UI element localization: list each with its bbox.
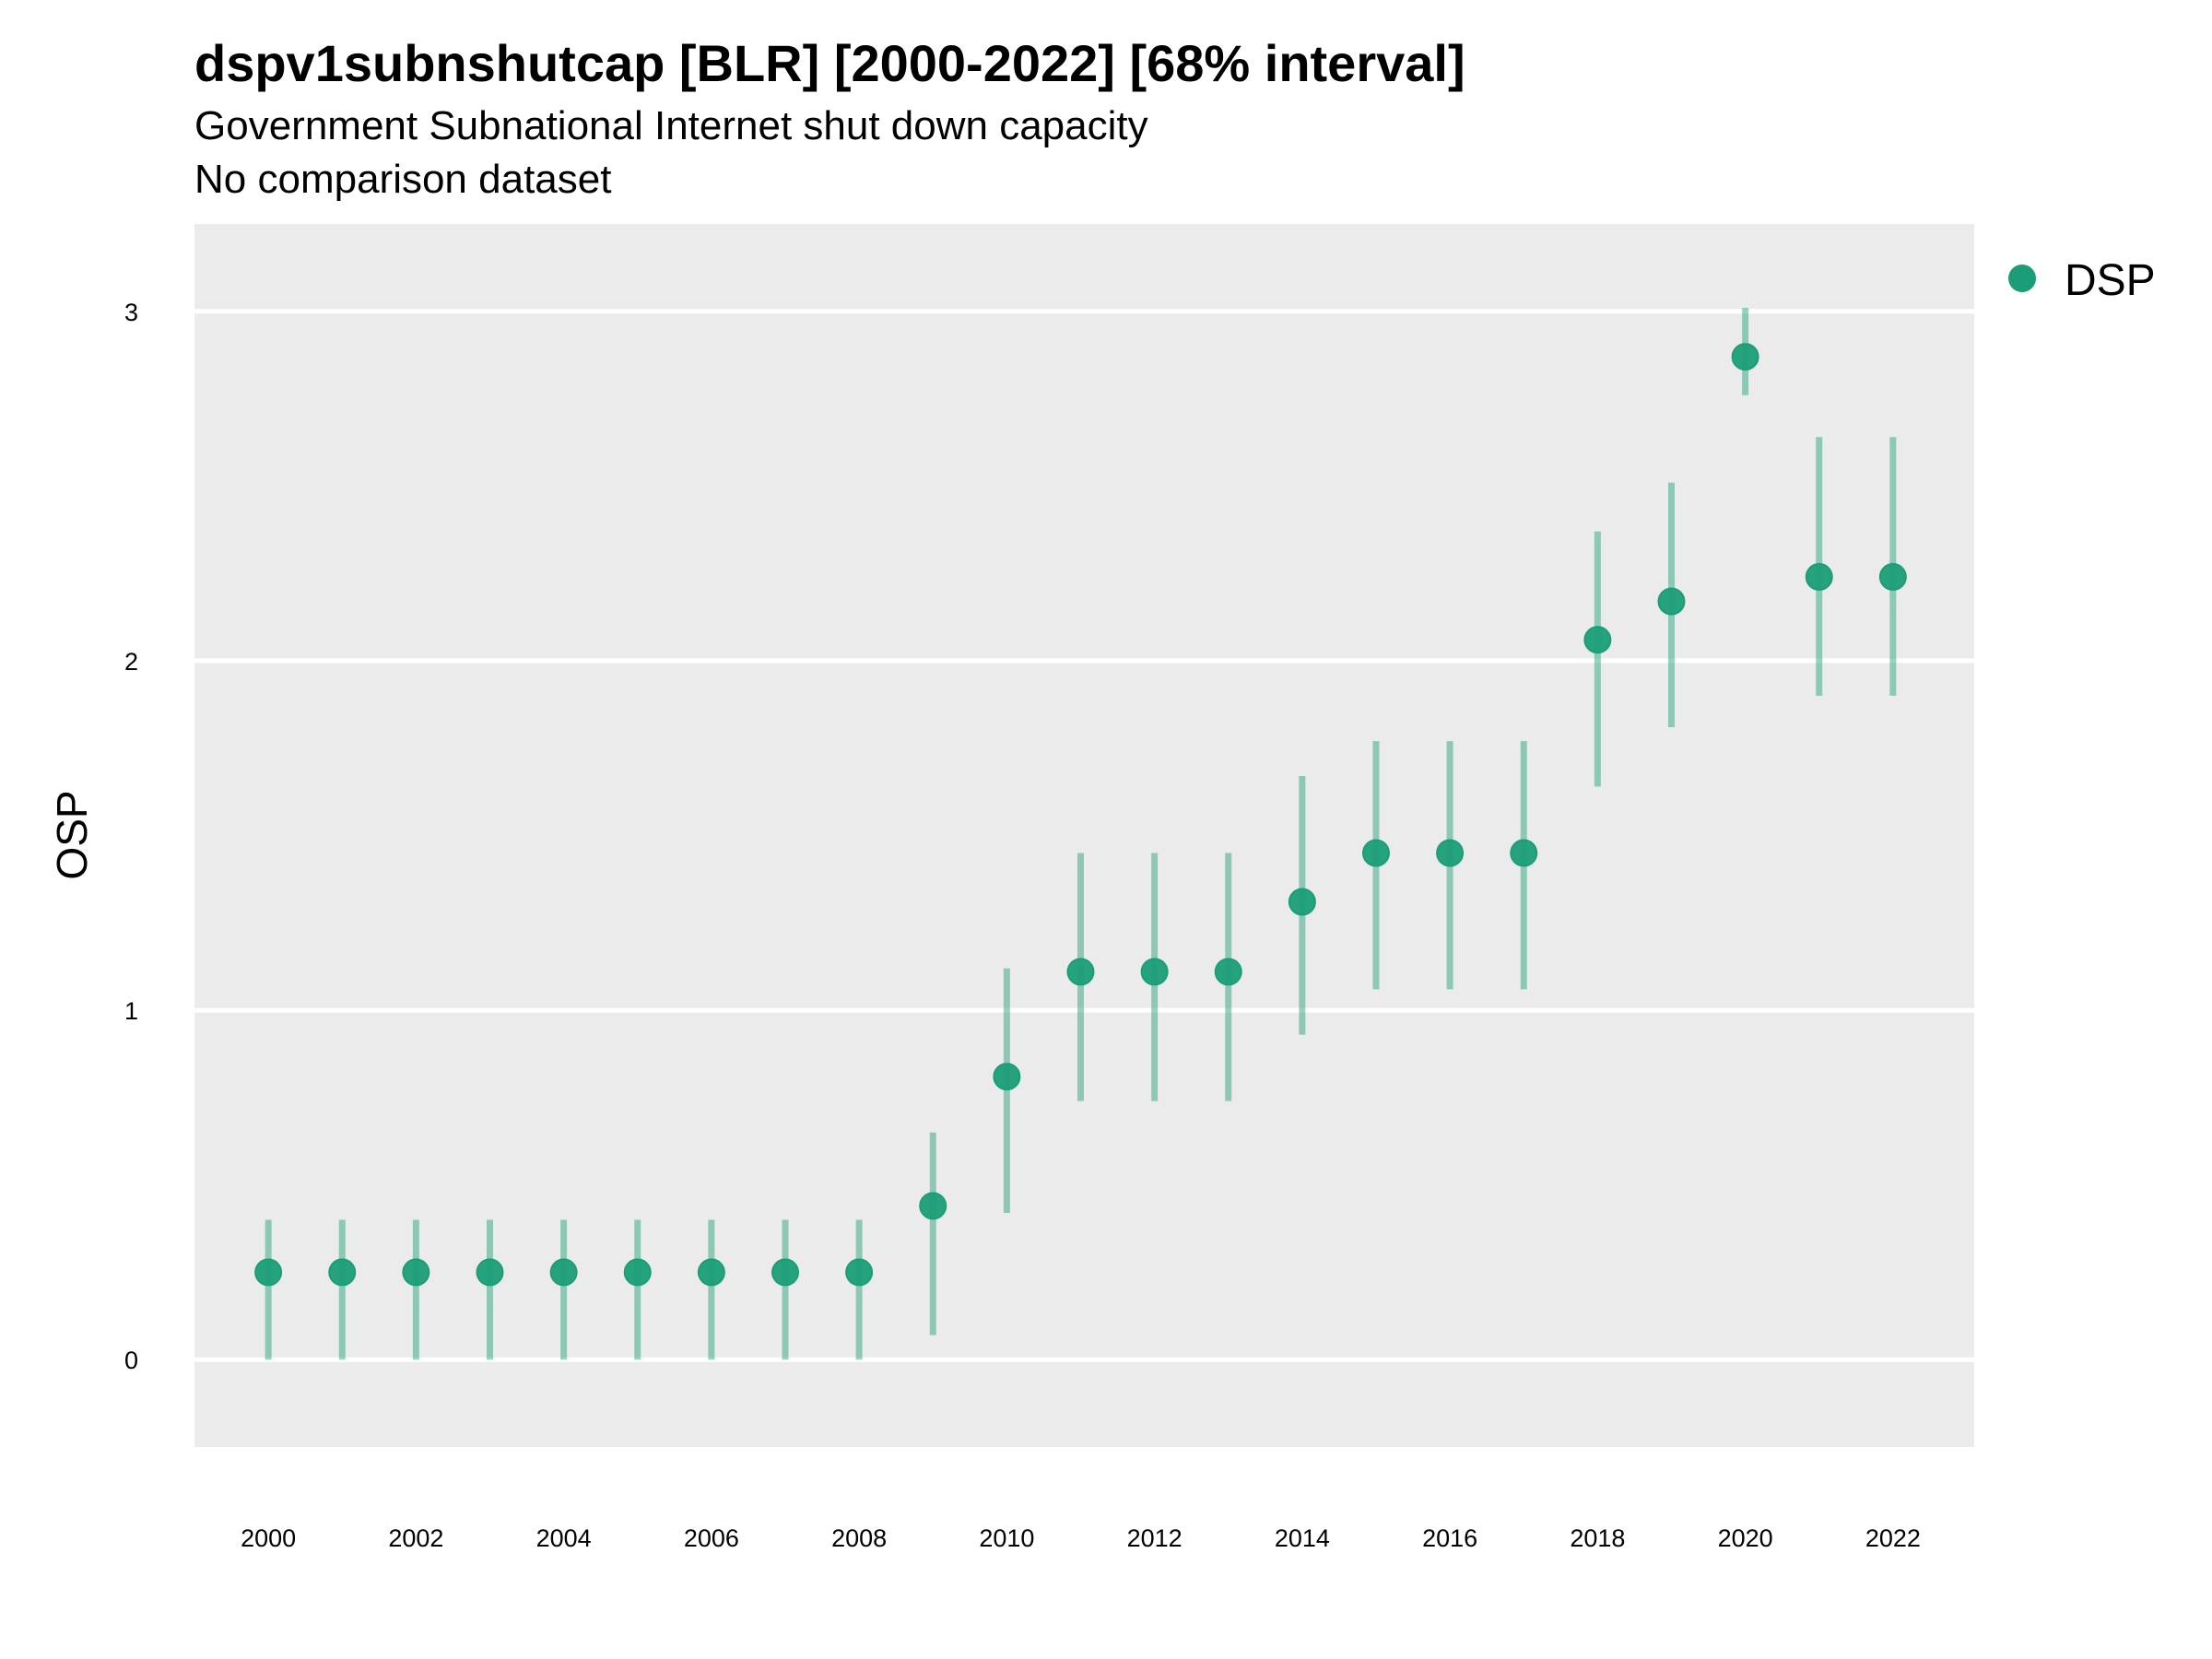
x-tick-label: 2020	[1718, 1524, 1773, 1552]
data-point	[1140, 958, 1169, 986]
data-point	[993, 1063, 1021, 1091]
chart-subtitle: Government Subnational Internet shut dow…	[194, 103, 1148, 148]
data-point	[1878, 562, 1907, 591]
y-axis-label: OSP	[48, 790, 96, 879]
x-tick-label: 2012	[1127, 1524, 1182, 1552]
data-point	[1288, 888, 1316, 916]
plot-panel	[194, 224, 1974, 1447]
data-point	[402, 1258, 430, 1287]
data-point	[623, 1258, 652, 1287]
data-points	[254, 343, 1907, 1287]
x-tick-label: 2002	[388, 1524, 443, 1552]
legend: DSP	[2008, 256, 2156, 305]
y-axis-ticks: 0 1 2 3	[124, 299, 138, 1374]
data-point	[1436, 839, 1465, 867]
x-tick-label: 2010	[979, 1524, 1034, 1552]
data-point	[919, 1192, 947, 1220]
legend-label-dsp: DSP	[2065, 256, 2156, 305]
x-tick-label: 2016	[1422, 1524, 1477, 1552]
x-axis-ticks: 2000 2002 2004 2006 2008 2010 2012 2014 2016 2018…	[241, 1524, 1921, 1552]
data-point	[1214, 958, 1242, 986]
data-point	[771, 1258, 799, 1287]
chart-title: dspv1subnshutcap [BLR] [2000-2022] [68% …	[194, 34, 1465, 92]
data-point	[1805, 562, 1833, 591]
x-tick-label: 2014	[1275, 1524, 1330, 1552]
data-point	[697, 1258, 725, 1287]
data-point	[845, 1258, 874, 1287]
x-tick-label: 2006	[684, 1524, 739, 1552]
legend-swatch-dsp	[2008, 265, 2036, 292]
y-tick-label: 2	[124, 648, 138, 676]
y-tick-label: 1	[124, 997, 138, 1025]
data-point	[1657, 587, 1686, 616]
grid-lines	[194, 309, 1974, 1362]
x-tick-label: 2018	[1570, 1524, 1625, 1552]
x-tick-label: 2000	[241, 1524, 296, 1552]
x-tick-label: 2004	[536, 1524, 592, 1552]
y-tick-label: 3	[124, 299, 138, 326]
data-point	[1510, 839, 1538, 867]
data-point	[254, 1258, 283, 1287]
data-point	[1361, 839, 1390, 867]
data-point	[476, 1258, 504, 1287]
x-tick-label: 2022	[1865, 1524, 1921, 1552]
x-tick-label: 2008	[831, 1524, 887, 1552]
chart-caption: No comparison dataset	[194, 157, 612, 202]
y-tick-label: 0	[124, 1347, 138, 1374]
data-point	[1731, 343, 1759, 371]
data-point	[549, 1258, 578, 1287]
data-point	[1066, 958, 1095, 986]
data-point	[1583, 626, 1612, 654]
data-point	[328, 1258, 357, 1287]
